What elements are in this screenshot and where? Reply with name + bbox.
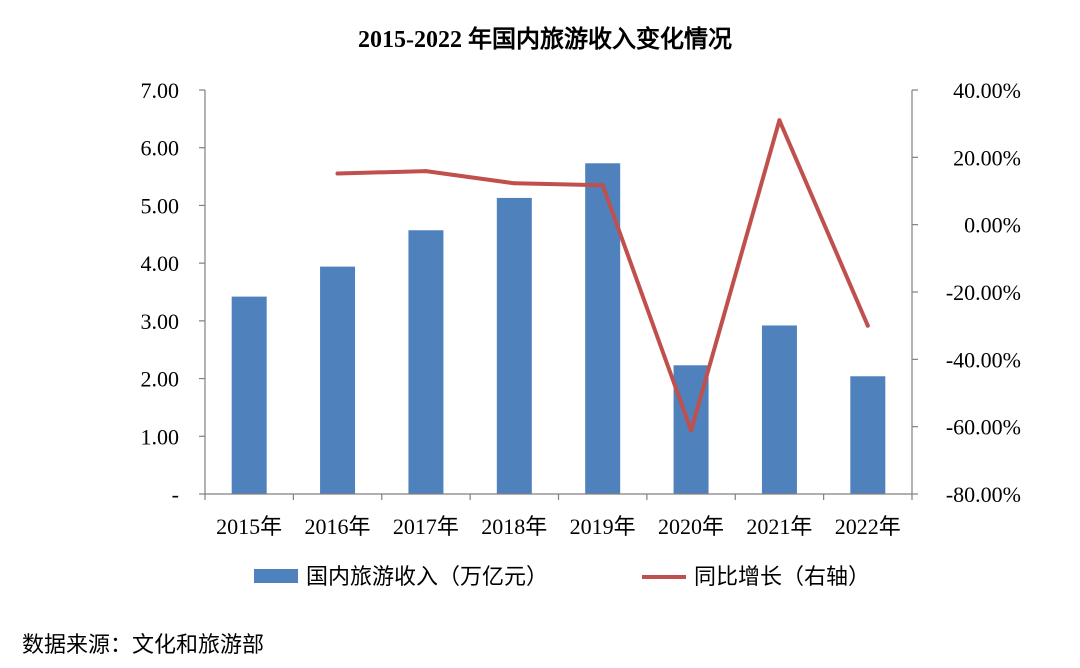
legend-label-income: 国内旅游收入（万亿元） [306, 565, 548, 590]
growth-point [600, 183, 605, 188]
plot-area [231, 118, 886, 494]
growth-point [512, 181, 517, 186]
left-tick-label: 3.00 [141, 309, 180, 334]
left-tick-label: 5.00 [141, 193, 180, 218]
bar [850, 376, 886, 494]
bar [320, 266, 356, 494]
growth-point [777, 118, 782, 123]
bar [585, 163, 621, 494]
legend-label-growth: 同比增长（右轴） [694, 565, 870, 590]
x-tick-label: 2017年 [393, 514, 459, 539]
chart-title: 2015-2022 年国内旅游收入变化情况 [358, 25, 732, 53]
left-tick-label: 2.00 [141, 367, 180, 392]
bar [408, 230, 444, 494]
right-tick-label: 20.00% [953, 145, 1021, 170]
x-tick-label: 2019年 [570, 514, 636, 539]
bar [231, 296, 267, 494]
bar [496, 197, 532, 494]
x-axis: 2015年 2016年 2017年 2018年 2019年 2020年 2021年 2022年 [204, 493, 913, 539]
left-tick-label: 1.00 [141, 424, 180, 449]
left-tick-label: 6.00 [141, 136, 180, 161]
left-axis: - 1.00 2.00 3.00 4.00 5.00 6.00 7.00 [141, 78, 206, 507]
source-note: 数据来源：文化和旅游部 [22, 633, 264, 658]
right-tick-label: 0.00% [964, 213, 1021, 238]
growth-point [335, 171, 340, 176]
right-tick-label: -20.00% [946, 280, 1021, 305]
right-tick-label: 40.00% [953, 78, 1021, 103]
right-tick-label: -40.00% [946, 347, 1021, 372]
legend: 国内旅游收入（万亿元） 同比增长（右轴） [254, 565, 870, 590]
left-tick-label: 7.00 [141, 78, 180, 103]
left-tick-label: 4.00 [141, 251, 180, 276]
growth-point [865, 323, 870, 328]
legend-swatch-bar [254, 569, 298, 583]
x-tick-label: 2020年 [658, 514, 724, 539]
right-tick-label: -80.00% [946, 482, 1021, 507]
x-tick-label: 2015年 [216, 514, 282, 539]
x-tick-label: 2018年 [481, 514, 547, 539]
growth-point [689, 428, 694, 433]
x-tick-label: 2022年 [835, 514, 901, 539]
x-tick-label: 2016年 [305, 514, 371, 539]
x-tick-label: 2021年 [746, 514, 812, 539]
left-tick-label: - [172, 482, 179, 507]
growth-point [423, 169, 428, 174]
right-tick-label: -60.00% [946, 415, 1021, 440]
right-axis: -80.00% -60.00% -40.00% -20.00% 0.00% 20.00% 4… [911, 78, 1021, 507]
bar [761, 325, 797, 494]
